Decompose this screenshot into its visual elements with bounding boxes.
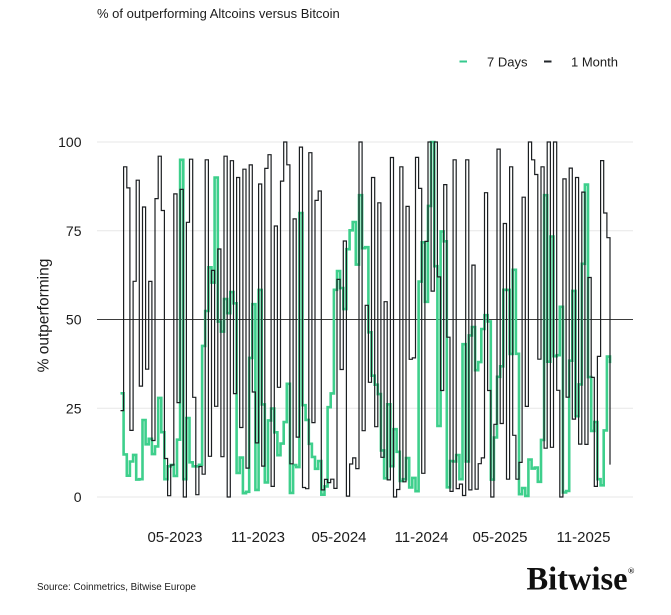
svg-text:05-2025: 05-2025	[472, 529, 527, 546]
svg-text:05-2024: 05-2024	[311, 529, 366, 546]
svg-text:®: ®	[628, 566, 635, 576]
svg-text:11-2023: 11-2023	[231, 529, 285, 546]
svg-text:100: 100	[58, 134, 82, 150]
svg-text:Source: Coinmetrics, Bitwise E: Source: Coinmetrics, Bitwise Europe	[37, 582, 197, 593]
svg-text:05-2023: 05-2023	[147, 529, 202, 546]
svg-text:% of outperforming Altcoins ve: % of outperforming Altcoins versus Bitco…	[97, 6, 340, 21]
svg-text:1 Month: 1 Month	[571, 55, 618, 70]
svg-text:11-2024: 11-2024	[395, 529, 449, 546]
svg-text:7 Days: 7 Days	[487, 55, 528, 70]
svg-text:0: 0	[74, 489, 82, 505]
svg-text:% outperforming: % outperforming	[36, 259, 53, 373]
svg-text:50: 50	[66, 312, 82, 328]
svg-text:75: 75	[66, 223, 82, 239]
svg-text:11-2025: 11-2025	[557, 529, 611, 546]
svg-text:25: 25	[66, 400, 82, 416]
svg-text:Bitwise: Bitwise	[527, 561, 628, 597]
